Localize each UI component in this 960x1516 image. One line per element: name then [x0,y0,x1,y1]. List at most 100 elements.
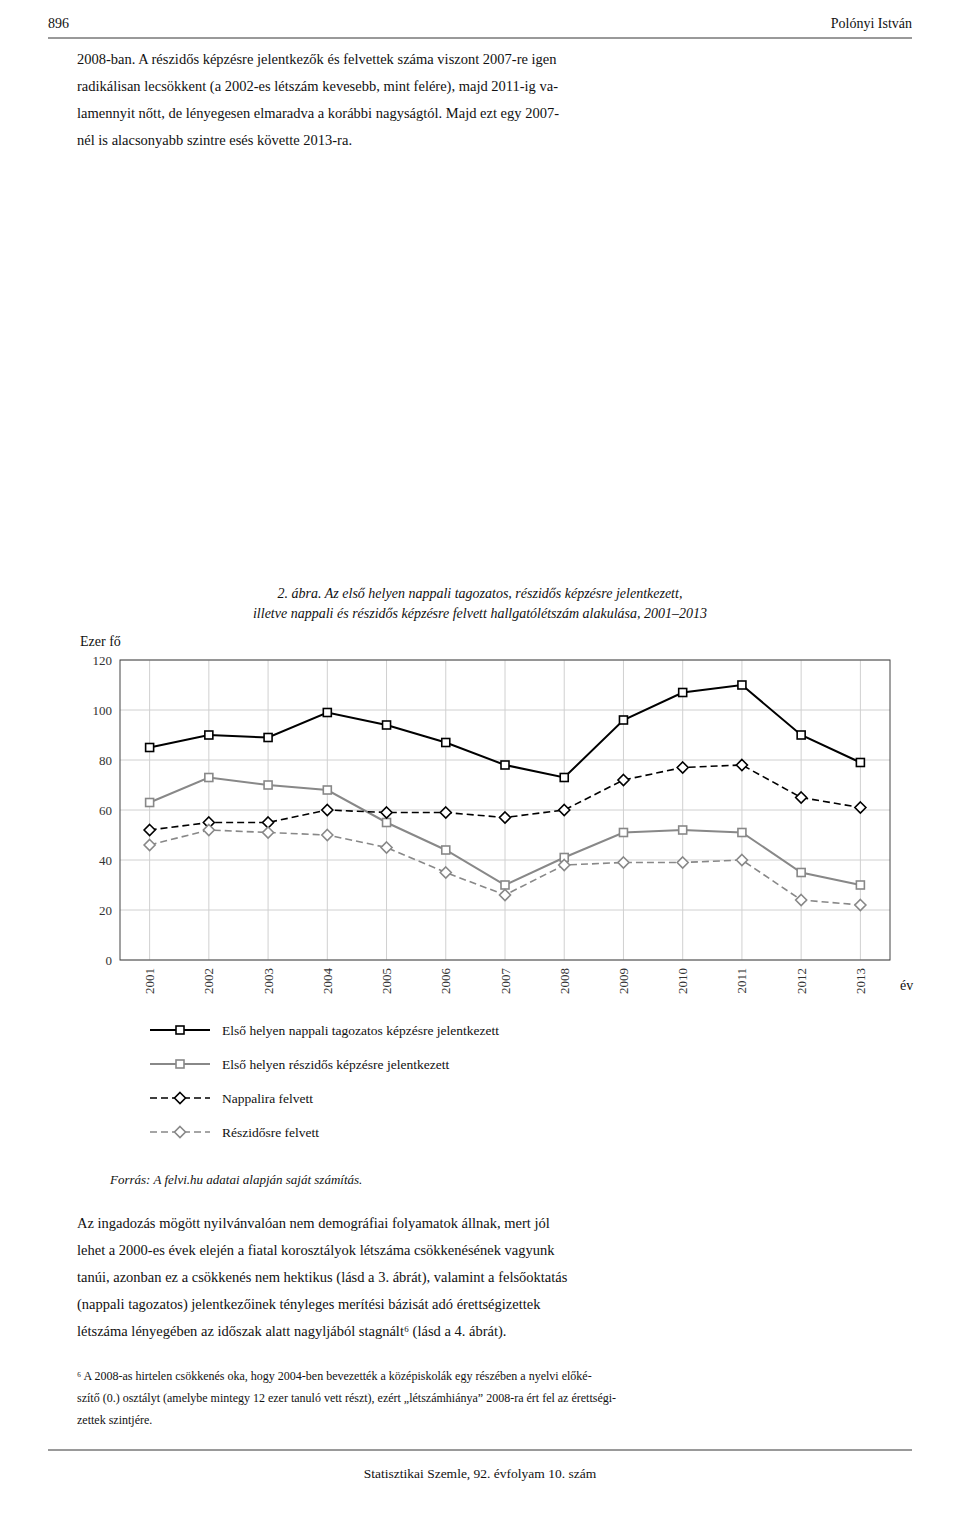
body-text: lamennyit nőtt, de lényegesen elmaradva … [77,105,559,121]
data-point [560,774,568,782]
legend-marker [175,1093,186,1104]
data-point [146,799,154,807]
footnote: szítő (0.) osztályt (amelybe mintegy 12 … [77,1391,616,1405]
x-axis-label: év [900,978,913,993]
data-point [796,792,807,803]
x-tick-label: 2001 [142,968,157,994]
data-point [618,775,629,786]
data-point [500,812,511,823]
data-point [205,731,213,739]
legend-marker [176,1060,184,1068]
series-line [150,830,861,905]
footnote: zettek szintjére. [77,1413,152,1427]
footer-rule [48,1450,912,1451]
data-point [322,830,333,841]
data-point [677,762,688,773]
axes: 0204060801001202001200220032004200520062… [80,634,913,994]
data-point [736,855,747,866]
plot-frame [120,660,890,960]
footnote: ⁶ A 2008-as hirtelen csökkenés oka, hogy… [77,1369,592,1383]
grid-line [208,660,209,960]
series [144,760,866,836]
data-point [856,759,864,767]
series-line [150,685,861,778]
body-text: (nappali tagozatos) jelentkezőinek tényl… [77,1296,541,1313]
page-number: 896 [48,16,69,31]
body-text: 2008-ban. A részidős képzésre jelentkező… [77,51,557,67]
legend-marker [175,1127,186,1138]
grid-line [801,660,802,960]
data-point [501,761,509,769]
series [146,681,865,782]
chart-title: 2. ábra. Az első helyen nappali tagozato… [278,586,683,601]
legend-label: Első helyen nappali tagozatos képzésre j… [222,1023,499,1038]
page: 896 Polónyi István 2008-ban. A részidős ké… [0,0,960,1516]
legend-label: Nappalira felvett [222,1091,313,1106]
data-point [322,805,333,816]
series-line [150,765,861,830]
plot-area [144,681,866,911]
data-point [205,774,213,782]
x-tick-label: 2005 [379,968,394,994]
data-point [144,840,155,851]
y-tick-label: 120 [93,653,113,668]
y-tick-label: 40 [99,853,112,868]
author: Polónyi István [831,16,912,31]
data-point [855,802,866,813]
grid-line [505,660,506,960]
data-point [383,819,391,827]
data-point [381,842,392,853]
body-text: tanúi, azonban ez a csökkenés nem hektik… [77,1269,568,1286]
series [144,825,866,911]
y-tick-label: 0 [106,953,113,968]
background [0,0,960,1516]
body-text: radikálisan lecsökkent (a 2002-es létszá… [77,78,558,95]
data-point [797,731,805,739]
legend: Első helyen nappali tagozatos képzésre j… [150,1023,499,1140]
data-point [619,716,627,724]
data-point [736,760,747,771]
legend-marker [176,1026,184,1034]
data-point [618,857,629,868]
data-point [796,895,807,906]
data-point [263,827,274,838]
grid-line [623,660,624,960]
data-point [677,857,688,868]
x-tick-label: 2006 [438,968,453,995]
x-tick-label: 2008 [557,968,572,994]
grid-line [682,660,683,960]
x-tick-label: 2012 [794,968,809,994]
data-point [323,709,331,717]
y-tick-label: 60 [99,803,112,818]
data-point [264,781,272,789]
y-tick-label: 20 [99,903,112,918]
data-point [440,807,451,818]
grid-line [268,660,269,960]
body-text: létszáma lényegében az időszak alatt nag… [77,1323,506,1340]
legend-label: Első helyen részidős képzésre jelentkeze… [222,1057,449,1072]
data-point [619,829,627,837]
x-tick-label: 2007 [498,968,513,995]
grid [120,660,890,960]
series-line [150,778,861,886]
data-point [500,890,511,901]
x-tick-label: 2009 [616,968,631,994]
chart-subtitle: illetve nappali és részidős képzésre fel… [253,606,707,621]
source-note: Forrás: A felvi.hu adatai alapján saját … [109,1172,362,1187]
data-point [501,881,509,889]
legend-label: Részidősre felvett [222,1125,319,1140]
y-tick-label: 80 [99,753,112,768]
data-point [442,846,450,854]
data-point [442,739,450,747]
header-rule [48,38,912,39]
grid-line [149,660,150,960]
data-point [738,829,746,837]
y-axis-label: Ezer fő [80,634,121,649]
data-point [559,805,570,816]
data-point [559,860,570,871]
data-point [855,900,866,911]
data-point [203,825,214,836]
data-point [381,807,392,818]
data-point [797,869,805,877]
x-tick-label: 2003 [261,968,276,994]
